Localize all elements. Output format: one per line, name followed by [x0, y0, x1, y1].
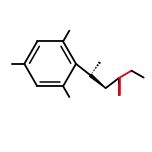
Polygon shape — [90, 74, 106, 88]
